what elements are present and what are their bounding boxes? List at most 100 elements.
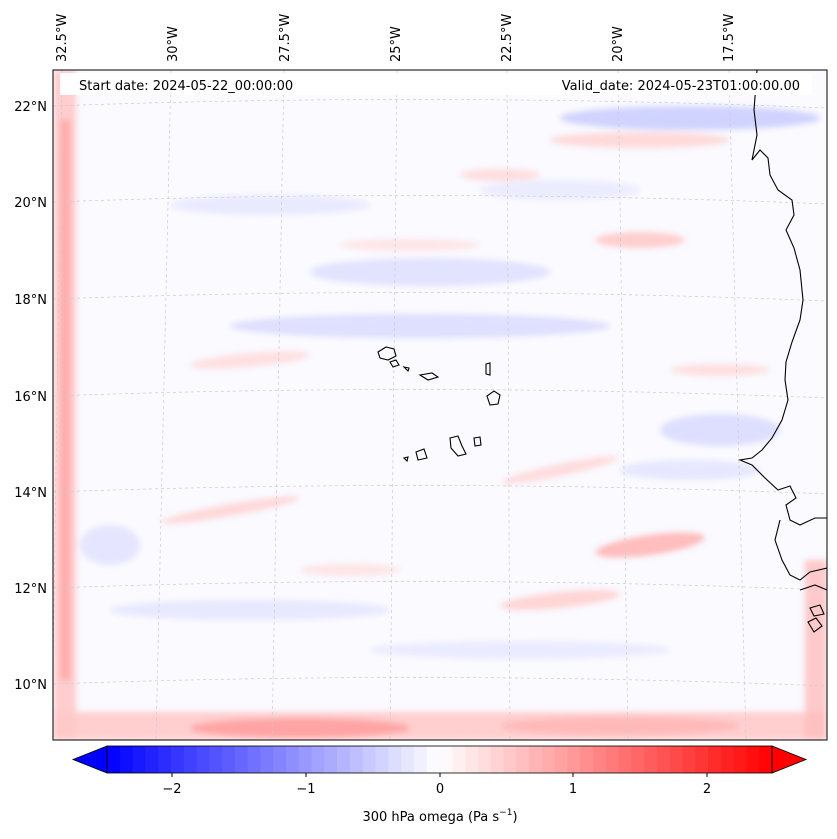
island-outline: [402, 456, 409, 463]
colorbar-segment: [388, 746, 402, 773]
colorbar-segment: [490, 746, 504, 773]
header-background: [60, 73, 812, 95]
omega-positive-region: [340, 239, 480, 251]
island-outline: [449, 435, 467, 457]
colorbar-segment: [209, 746, 223, 773]
omega-negative-region: [370, 641, 670, 659]
colorbar-segment: [580, 746, 594, 773]
island-outline: [473, 436, 482, 447]
omega-positive-region: [595, 532, 705, 558]
colorbar-segment: [759, 746, 773, 773]
colorbar-segment: [516, 746, 530, 773]
colorbar-segment: [669, 746, 683, 773]
colorbar-label: 300 hPa omega (Pa s−1): [362, 808, 517, 825]
meridian-line: [271, 70, 285, 740]
longitude-labels: 32.5°W 30°W 27.5°W 25°W 22.5°W 20°W 17.5…: [55, 14, 737, 62]
colorbar-segment: [260, 746, 274, 773]
colorbar-segment: [119, 746, 134, 773]
lon-label: 17.5°W: [722, 14, 737, 62]
omega-positive-region: [60, 120, 70, 680]
island-outline: [389, 359, 400, 368]
colorbar-max-extend-arrow: [771, 745, 808, 774]
colorbar-min-extend-arrow: [71, 745, 108, 774]
colorbar-segment: [222, 746, 236, 773]
colorbar-label-close: ): [512, 810, 517, 825]
lon-label: 22.5°W: [500, 14, 515, 62]
meridian-line: [506, 70, 511, 740]
colorbar-segment: [349, 746, 364, 773]
lon-label: 20°W: [611, 26, 626, 62]
island-outline: [807, 617, 823, 633]
omega-negative-region: [560, 106, 820, 130]
island-outline: [402, 366, 410, 373]
colorbar-segment: [529, 746, 543, 773]
parallel-line: [53, 677, 827, 687]
colorbar-segment: [107, 746, 121, 773]
parallel-line: [53, 195, 827, 205]
meridian-line: [155, 70, 172, 740]
colorbar-label-exponent: −1: [499, 808, 512, 818]
colorbar-segment: [618, 746, 632, 773]
omega-negative-region: [110, 600, 390, 620]
omega-positive-region: [300, 564, 400, 576]
latitude-labels: 22°N 20°N 18°N 16°N 14°N 12°N 10°N: [14, 100, 47, 693]
omega-positive-region: [550, 132, 730, 148]
lat-label: 20°N: [14, 196, 47, 211]
colorbar-tick-label: 0: [436, 782, 444, 797]
omega-positive-region: [805, 560, 827, 740]
lon-label: 32.5°W: [55, 14, 70, 62]
coastlines: [377, 70, 827, 633]
omega-positive-region: [460, 169, 540, 181]
island-outline: [415, 448, 428, 461]
colorbar-segment: [426, 746, 440, 773]
colorbar-segment: [158, 746, 172, 773]
lat-label: 10°N: [14, 678, 47, 693]
colorbar-segment: [644, 746, 658, 773]
colorbar-ticks: −2 −1 0 1 2: [162, 773, 711, 797]
colorbar-segment: [695, 746, 709, 773]
omega-negative-region: [170, 195, 370, 215]
colorbar-segment: [145, 746, 159, 773]
colorbar-tick-label: 1: [569, 782, 577, 797]
lon-label: 25°W: [389, 26, 404, 62]
colorbar-label-main: 300 hPa omega (Pa s: [362, 810, 499, 825]
meridian-line: [389, 70, 398, 740]
colorbar-segment: [170, 746, 185, 773]
colorbar-segment: [631, 746, 645, 773]
colorbar-segment: [183, 746, 198, 773]
lat-label: 12°N: [14, 582, 47, 597]
colorbar-segment: [375, 746, 389, 773]
african-coastline: [774, 519, 827, 581]
colorbar-segment: [605, 746, 620, 773]
colorbar-segment: [337, 746, 351, 773]
colorbar-segment: [541, 746, 556, 773]
colorbar-segment: [720, 746, 735, 773]
island-outline: [809, 604, 825, 617]
start-date-label: Start date: 2024-05-22_00:00:00: [79, 79, 293, 94]
colorbar-tick-label: −2: [162, 782, 181, 797]
colorbar-segment: [554, 746, 568, 773]
island-outline: [486, 390, 501, 406]
meridian-line: [728, 70, 747, 740]
lon-label: 27.5°W: [278, 14, 293, 62]
colorbar-segment: [477, 746, 492, 773]
colorbar-segment: [401, 746, 415, 773]
lat-label: 16°N: [14, 390, 47, 405]
omega-negative-region: [620, 460, 760, 480]
colorbar-segment: [298, 746, 313, 773]
colorbar-segment: [413, 746, 428, 773]
colorbar-segment: [567, 746, 581, 773]
omega-negative-region: [660, 414, 780, 446]
parallel-line: [53, 99, 827, 109]
colorbar-segment: [362, 746, 377, 773]
colorbar-segment: [708, 746, 722, 773]
colorbar-tick-label: 2: [703, 782, 711, 797]
island-outline: [377, 346, 397, 361]
colorbar-segment: [439, 746, 453, 773]
lat-label: 22°N: [14, 100, 47, 115]
colorbar-segment: [682, 746, 696, 773]
omega-negative-region: [480, 180, 640, 200]
colorbar-segment: [324, 746, 338, 773]
colorbar-segment: [656, 746, 671, 773]
